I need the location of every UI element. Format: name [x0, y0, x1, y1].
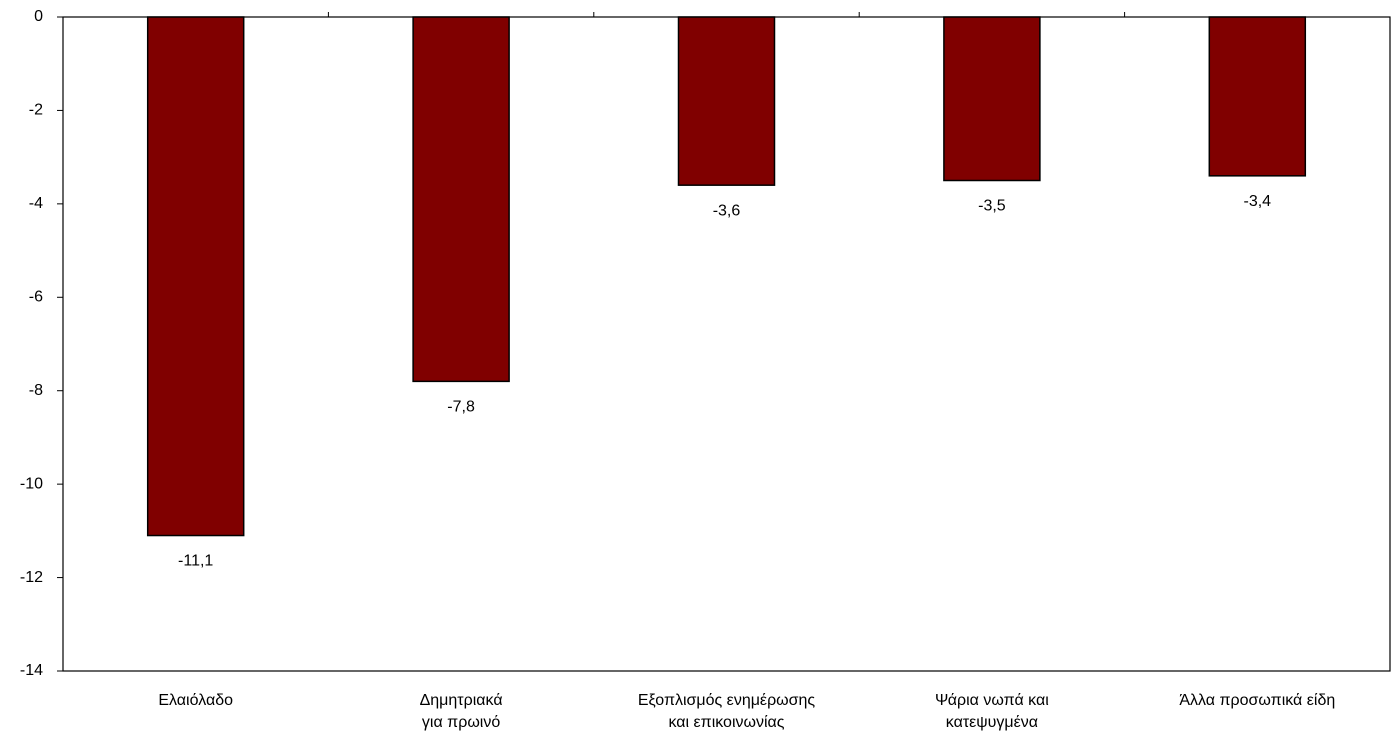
x-tick-label: Ελαιόλαδο [158, 692, 233, 709]
bar [146, 16, 245, 537]
y-tick-label: 0 [34, 8, 43, 25]
y-tick-label: -6 [29, 289, 43, 306]
bar [677, 16, 776, 186]
x-tick-label: Ψάρια νωπά και κατεψυγμένα [935, 692, 1049, 731]
y-tick-label: -12 [20, 569, 43, 586]
y-tick-label: -8 [29, 382, 43, 399]
bar [943, 16, 1041, 182]
x-tick-label: Εξοπλισμός ενημέρωσης και επικοινωνίας [638, 692, 816, 731]
x-tick-label: Άλλα προσωπικά είδη [1179, 692, 1335, 709]
y-tick-label: -4 [29, 195, 43, 212]
y-tick-label: -14 [20, 662, 43, 679]
y-tick-label: -10 [20, 475, 43, 492]
bar [1208, 16, 1307, 177]
bar [412, 16, 510, 383]
value-label: -3,5 [978, 198, 1006, 215]
value-label: -3,6 [713, 202, 741, 219]
value-label: -3,4 [1244, 193, 1272, 210]
value-label: -7,8 [447, 399, 475, 416]
y-tick-label: -2 [29, 102, 43, 119]
value-label: -11,1 [178, 553, 213, 570]
x-tick-label: Δημητριακά για πρωινό [420, 692, 503, 731]
